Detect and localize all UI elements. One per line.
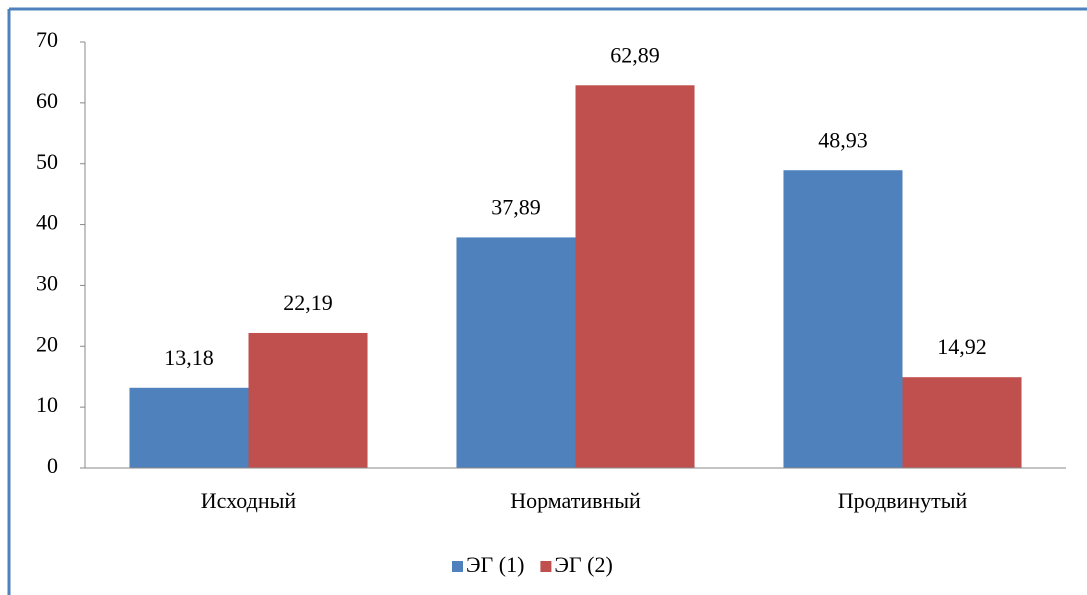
value-label: 48,93	[818, 127, 868, 152]
value-label: 62,89	[610, 42, 660, 67]
bar	[783, 170, 903, 468]
y-tick-label: 10	[36, 392, 58, 417]
x-tick-label: Продвинутый	[838, 488, 968, 513]
y-tick-label: 0	[47, 453, 58, 478]
value-label: 13,18	[164, 345, 214, 370]
legend-label: ЭГ (2)	[554, 552, 612, 577]
bar	[456, 237, 576, 468]
x-tick-label: Исходный	[201, 488, 297, 513]
y-tick-label: 60	[36, 88, 58, 113]
bar	[129, 387, 249, 468]
bar	[575, 85, 695, 468]
y-tick-label: 20	[36, 331, 58, 356]
y-tick-label: 50	[36, 149, 58, 174]
y-tick-label: 70	[36, 27, 58, 52]
x-tick-label: Нормативный	[510, 488, 641, 513]
legend-swatch	[452, 561, 463, 572]
value-label: 22,19	[283, 290, 333, 315]
legend-label: ЭГ (1)	[466, 552, 524, 577]
bar	[248, 332, 368, 468]
y-tick-label: 40	[36, 210, 58, 235]
y-tick-label: 30	[36, 270, 58, 295]
value-label: 37,89	[491, 194, 541, 219]
bar	[902, 377, 1022, 468]
value-label: 14,92	[937, 334, 987, 359]
legend-swatch	[540, 561, 552, 572]
